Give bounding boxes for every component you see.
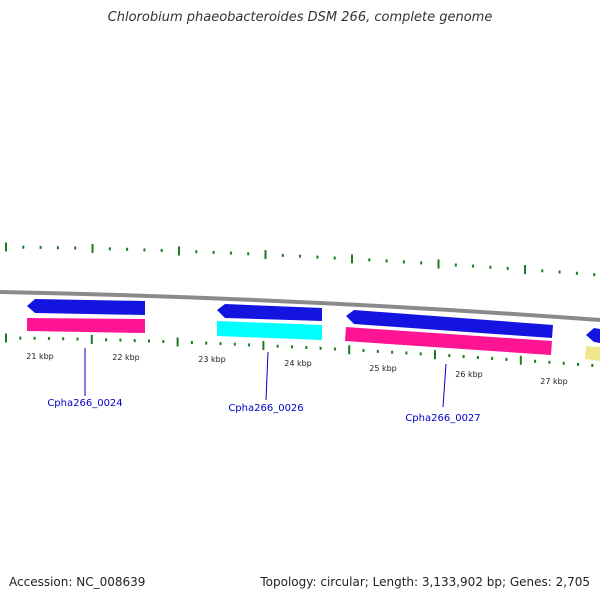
kbp-label: 27 kbp bbox=[540, 377, 568, 386]
cds-0027[interactable] bbox=[345, 327, 552, 355]
kbp-label: 23 kbp bbox=[198, 355, 226, 364]
kbp-label: 26 kbp bbox=[455, 370, 483, 379]
inner-tick-marks bbox=[5, 333, 594, 367]
outer-tick-marks bbox=[5, 242, 596, 277]
accession-footer: Accession: NC_008639 bbox=[9, 575, 146, 589]
kbp-label: 21 kbp bbox=[26, 352, 54, 361]
cds-0028[interactable] bbox=[585, 346, 600, 361]
topology-summary-footer: Topology: circular; Length: 3,133,902 bp… bbox=[260, 575, 590, 589]
gene-label-link[interactable]: Cpha266_0026 bbox=[228, 403, 303, 414]
cds-0024[interactable] bbox=[27, 318, 145, 333]
kbp-scale-labels: 21 kbp 22 kbp 23 kbp 24 kbp 25 kbp 26 kb… bbox=[26, 352, 568, 386]
gene-labels: Cpha266_0024 Cpha266_0026 Cpha266_0027 bbox=[47, 348, 481, 424]
gene-arrow-0026[interactable] bbox=[217, 304, 322, 321]
gene-label-link[interactable]: Cpha266_0027 bbox=[405, 413, 480, 424]
map-title: Chlorobium phaeobacteroides DSM 266, com… bbox=[107, 10, 493, 25]
gene-arrow-0027[interactable] bbox=[346, 310, 553, 338]
genome-backbone bbox=[0, 290, 600, 322]
kbp-label: 25 kbp bbox=[369, 364, 397, 373]
kbp-label: 24 kbp bbox=[284, 359, 312, 368]
gene-label-link[interactable]: Cpha266_0024 bbox=[47, 398, 122, 409]
cds-0026[interactable] bbox=[217, 321, 322, 340]
cds-features bbox=[27, 318, 600, 361]
gene-arrow-0024[interactable] bbox=[27, 299, 145, 315]
gene-arrow-0028[interactable] bbox=[586, 328, 600, 343]
kbp-label: 22 kbp bbox=[112, 353, 140, 362]
label-leader-line bbox=[442, 363, 447, 408]
label-leader-line bbox=[265, 351, 269, 401]
forward-strand-genes bbox=[27, 299, 600, 343]
